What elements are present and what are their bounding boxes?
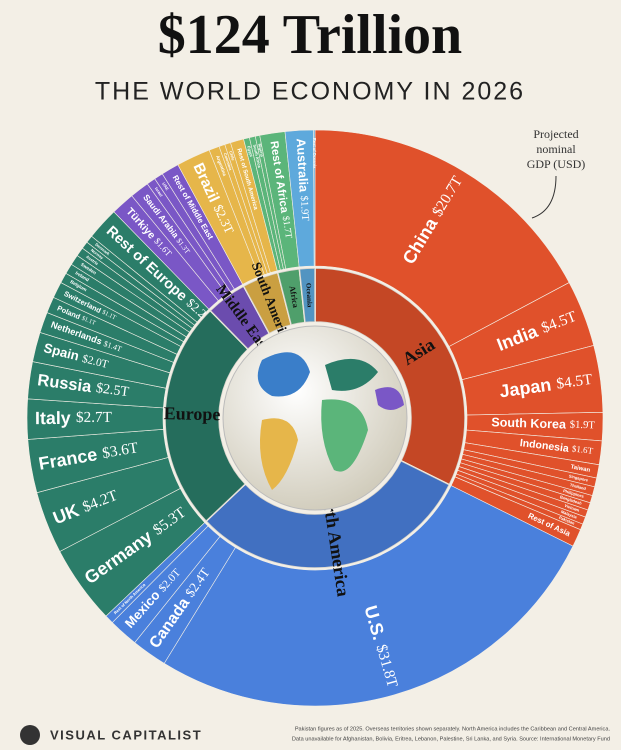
globe-land [257,352,310,397]
country-name: Philippines [563,488,586,499]
country-label: Singapore [568,473,589,482]
country-label: Philippines [563,488,586,499]
country-value: $2.7T [76,409,112,426]
region-shade [299,268,315,323]
country-name: Italy [35,408,71,428]
country-label: Pakistan [558,515,576,526]
country-label: South Korea $1.9T [491,416,595,433]
country-name: Colombia [223,152,234,172]
country-name: Taiwan [570,464,591,474]
globe-land [259,418,298,490]
country-name: Pakistan [558,515,576,526]
globe-land [375,387,404,410]
country-name: Malaysia [560,509,578,520]
country-label: Indonesia $1.6T [519,437,594,458]
country-wedge [313,129,316,267]
region-shade [210,286,270,350]
country-name: Singapore [568,473,589,482]
title: $124 Trillion [158,4,462,66]
country-label: Italy $2.7T [35,407,112,427]
country-value: $4.5T [555,370,594,392]
country-label: Vietnam [564,503,581,513]
region-shade [243,272,292,334]
country-label: Thailand [569,482,587,491]
country-name: Thailand [569,482,587,491]
country-label: Malaysia [560,509,578,520]
logo [20,725,40,745]
country-name: South Africa [252,144,262,169]
country-name: Nigeria [257,143,265,158]
country-value: $1.9T [570,419,596,432]
annotation: Projected nominal GDP (USD) [527,127,586,171]
region-wedge [205,459,451,569]
country-name: UAE [161,181,170,191]
country-wedge [314,129,570,347]
annotation-line: GDP (USD) [527,157,586,171]
country-name: Israel [154,186,164,197]
country-value: $1.9T [297,195,310,221]
country-label: Taiwan [570,464,591,474]
country-label: South Africa [252,144,262,169]
globe-sphere [222,325,408,511]
globe [222,325,408,511]
region-label: Europe [164,403,221,424]
subtitle: THE WORLD ECONOMY IN 2026 [95,78,525,106]
country-label: Colombia [223,152,234,172]
region-label: Oceania [304,283,313,308]
country-label: Israel [154,186,164,197]
annotation-line: Projected [533,127,578,141]
footnote: Pakistan figures as of 2025. Overseas te… [295,726,611,732]
globe-land [321,399,368,472]
country-value: $1.7T [280,215,294,239]
country-name: Rest of Oceania [312,138,317,169]
country-label: Chile [228,150,236,162]
region-shade [206,460,450,569]
region-shade [315,268,466,485]
country-value: $1.6T [571,443,594,456]
country-wedge [163,485,574,707]
region-shade [277,268,305,326]
region-wedge [298,267,316,324]
brand: VISUAL CAPITALIST [50,727,202,742]
country-value: $3.6T [101,439,140,462]
globe-land [325,358,378,391]
footer: VISUAL CAPITALIST Pakistan figures as of… [20,725,610,745]
country-name: Vietnam [564,503,581,513]
region-label: Africa [288,285,301,308]
country-name: Bangladesh [559,494,583,506]
country-label: UAE [161,181,170,191]
annotation-line: nominal [536,142,576,156]
country-label: Nigeria [257,143,265,158]
country-name: Indonesia [519,437,570,455]
country-name: Egypt [246,145,254,158]
country-label: Bangladesh [559,494,583,506]
country-name: Chile [228,150,236,162]
country-label: Rest of Oceania [312,138,317,169]
country-value: $2.5T [95,380,130,400]
annotation-arrow [531,175,557,219]
country-name: South Korea [491,416,567,432]
footnote: Data unavailable for Afghanistan, Bolivi… [292,736,610,742]
country-label: Egypt [246,145,254,158]
country-label: Australia $1.9T [293,138,312,222]
region-shade [165,310,248,522]
region-wedge [314,267,466,486]
country-name: Australia [293,138,310,193]
